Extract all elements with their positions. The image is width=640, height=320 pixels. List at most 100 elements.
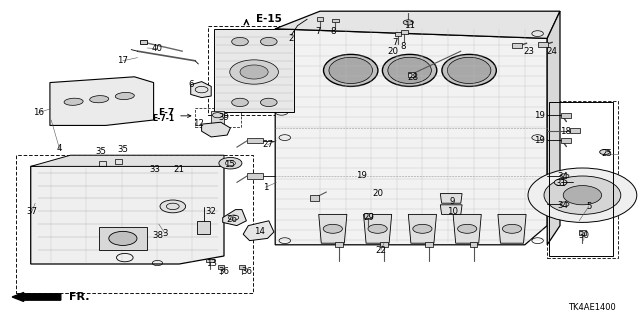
Polygon shape	[31, 155, 224, 166]
Polygon shape	[275, 29, 547, 245]
Text: 19: 19	[534, 136, 545, 145]
Bar	[547, 101, 618, 258]
Text: E-7: E-7	[158, 108, 174, 117]
Bar	[208, 26, 298, 115]
Text: 1: 1	[263, 183, 268, 192]
Text: 35: 35	[117, 145, 129, 154]
Ellipse shape	[368, 224, 387, 233]
Circle shape	[109, 231, 137, 245]
Polygon shape	[50, 77, 154, 125]
Text: 7: 7	[393, 38, 398, 47]
Text: 39: 39	[218, 113, 228, 122]
Bar	[247, 173, 263, 179]
Polygon shape	[547, 11, 560, 245]
Bar	[239, 265, 245, 269]
Text: 26: 26	[226, 215, 237, 224]
Text: 2: 2	[289, 34, 294, 43]
Text: E-15: E-15	[256, 13, 282, 24]
Polygon shape	[319, 214, 347, 243]
Bar	[425, 242, 433, 247]
Bar	[247, 138, 263, 143]
Text: 36: 36	[241, 267, 252, 276]
Text: 20: 20	[387, 47, 399, 56]
Bar	[470, 242, 477, 247]
Circle shape	[230, 60, 278, 84]
Circle shape	[232, 37, 248, 46]
Bar	[364, 213, 372, 218]
Text: 23: 23	[523, 47, 534, 56]
Text: 30: 30	[579, 231, 590, 240]
Bar	[206, 259, 214, 262]
Polygon shape	[440, 194, 462, 203]
Text: 40: 40	[152, 44, 163, 53]
Circle shape	[403, 20, 413, 25]
Bar	[197, 221, 210, 234]
Ellipse shape	[90, 96, 109, 103]
Ellipse shape	[442, 54, 497, 86]
Text: 29: 29	[364, 213, 374, 222]
Ellipse shape	[323, 54, 378, 86]
Bar	[335, 242, 343, 247]
Text: 38: 38	[152, 231, 163, 240]
Text: 5: 5	[586, 202, 591, 211]
Circle shape	[232, 98, 248, 107]
Circle shape	[563, 186, 602, 205]
Text: 13: 13	[205, 260, 217, 268]
Text: 16: 16	[33, 108, 44, 117]
Bar	[218, 265, 224, 269]
Text: 34: 34	[557, 201, 569, 210]
Text: 21: 21	[173, 165, 185, 174]
Polygon shape	[99, 227, 147, 250]
Text: 17: 17	[117, 56, 129, 65]
Ellipse shape	[413, 224, 432, 233]
Text: 20: 20	[372, 189, 383, 198]
Ellipse shape	[64, 98, 83, 105]
Circle shape	[260, 37, 277, 46]
Text: TK4AE1400: TK4AE1400	[568, 303, 616, 312]
Text: 8: 8	[401, 42, 406, 51]
Text: 15: 15	[223, 160, 235, 169]
Text: 18: 18	[559, 127, 571, 136]
Ellipse shape	[323, 224, 342, 233]
Text: 24: 24	[546, 47, 557, 56]
Text: 19: 19	[534, 111, 545, 120]
Text: 27: 27	[262, 140, 273, 149]
Polygon shape	[453, 214, 481, 243]
Ellipse shape	[115, 92, 134, 100]
Text: 4: 4	[57, 144, 62, 153]
Bar	[512, 43, 522, 48]
Polygon shape	[275, 11, 560, 38]
Bar	[408, 72, 415, 77]
Bar	[317, 17, 323, 21]
Text: 36: 36	[218, 267, 230, 276]
Polygon shape	[498, 214, 526, 243]
Text: 32: 32	[205, 207, 217, 216]
Text: 28: 28	[407, 73, 419, 82]
Text: 8: 8	[330, 28, 335, 36]
Text: 25: 25	[601, 149, 612, 158]
Text: 34: 34	[557, 172, 569, 181]
Ellipse shape	[458, 224, 477, 233]
Polygon shape	[364, 214, 392, 243]
Circle shape	[260, 98, 277, 107]
Bar	[395, 32, 401, 36]
Text: 14: 14	[253, 228, 265, 236]
Bar	[115, 159, 122, 164]
Polygon shape	[214, 29, 294, 112]
Text: 6: 6	[188, 80, 193, 89]
Text: 33: 33	[149, 165, 161, 174]
Text: 31: 31	[555, 180, 566, 188]
Text: 35: 35	[95, 147, 107, 156]
Ellipse shape	[388, 57, 431, 84]
Polygon shape	[223, 210, 246, 226]
Circle shape	[160, 200, 186, 213]
Text: 19: 19	[356, 172, 367, 180]
Bar	[332, 19, 339, 22]
Bar	[310, 195, 319, 201]
Bar	[401, 30, 408, 34]
Bar	[99, 161, 106, 166]
Ellipse shape	[447, 57, 491, 84]
Bar	[570, 128, 580, 133]
Circle shape	[219, 157, 242, 169]
Text: 3: 3	[163, 229, 168, 238]
